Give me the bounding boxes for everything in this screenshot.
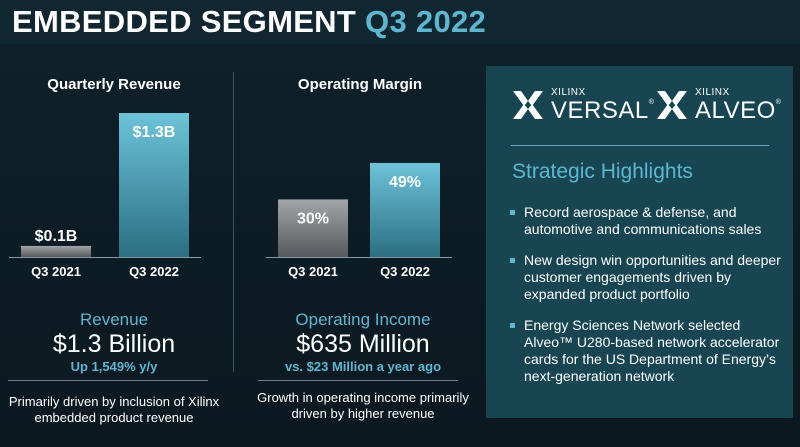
- operating-income-value: $635 Million: [296, 330, 430, 358]
- column-divider: [233, 72, 234, 372]
- revenue-label: Revenue: [79, 310, 149, 329]
- revenue-growth: Up 1,549% y/y: [70, 359, 158, 374]
- bar-q3-2021: [21, 245, 91, 257]
- highlight-item: New design win opportunities and deeper …: [508, 252, 786, 303]
- alveo-logo-brand: XILINX: [695, 87, 730, 98]
- data-label: 30%: [297, 210, 329, 227]
- revenue-chart: $0.1B Q3 2021 $1.3B Q3 2022: [9, 113, 201, 279]
- bar-q3-2022: [119, 113, 189, 257]
- highlights-divider: [511, 145, 769, 146]
- data-label: $1.3B: [133, 124, 176, 141]
- versal-logo-brand: XILINX: [551, 87, 586, 98]
- margin-chart-title: Operating Margin: [297, 76, 423, 93]
- strategic-highlights-panel: [486, 66, 793, 418]
- x-tick-label: Q3 2022: [129, 264, 179, 279]
- bar-q3-2021: [278, 199, 348, 257]
- operating-income-note: Growth in operating income primarily dri…: [257, 390, 469, 421]
- versal-logo: XILINX VERSAL®: [511, 88, 654, 123]
- operating-income-comparison: vs. $23 Million a year ago: [284, 359, 442, 374]
- page-title-accent: Q3 2022: [365, 4, 487, 39]
- operating-income-label: Operating Income: [295, 310, 431, 329]
- operating-income-note-rule: [258, 380, 458, 381]
- revenue-chart-title: Quarterly Revenue: [47, 76, 181, 93]
- title-bar: [0, 0, 800, 44]
- revenue-note: Primarily driven by inclusion of Xilinx …: [8, 394, 220, 425]
- alveo-logo-name: ALVEO®: [695, 97, 782, 124]
- x-tick-label: Q3 2021: [288, 264, 338, 279]
- alveo-logo: XILINX ALVEO®: [655, 88, 781, 123]
- highlights-title: Strategic Highlights: [512, 160, 693, 183]
- xilinx-x-icon: [513, 91, 543, 119]
- highlight-item: Energy Sciences Network selected Alveo™ …: [508, 317, 786, 385]
- x-tick-label: Q3 2022: [380, 264, 430, 279]
- data-label: 49%: [389, 174, 421, 191]
- xilinx-x-icon: [657, 91, 687, 119]
- x-tick-label: Q3 2021: [31, 264, 81, 279]
- operating-margin-chart: 30% Q3 2021 49% Q3 2022: [266, 162, 452, 279]
- page-title: EMBEDDED SEGMENT Q3 2022: [12, 4, 486, 40]
- bar-q3-2022: [370, 162, 440, 257]
- page-title-main: EMBEDDED SEGMENT: [12, 4, 357, 39]
- revenue-note-rule: [8, 380, 208, 381]
- versal-logo-name: VERSAL®: [551, 97, 655, 124]
- data-label: $0.1B: [35, 228, 78, 245]
- highlights-list: Record aerospace & defense, and automoti…: [508, 204, 786, 399]
- revenue-value: $1.3 Billion: [52, 330, 176, 358]
- highlight-item: Record aerospace & defense, and automoti…: [508, 204, 786, 238]
